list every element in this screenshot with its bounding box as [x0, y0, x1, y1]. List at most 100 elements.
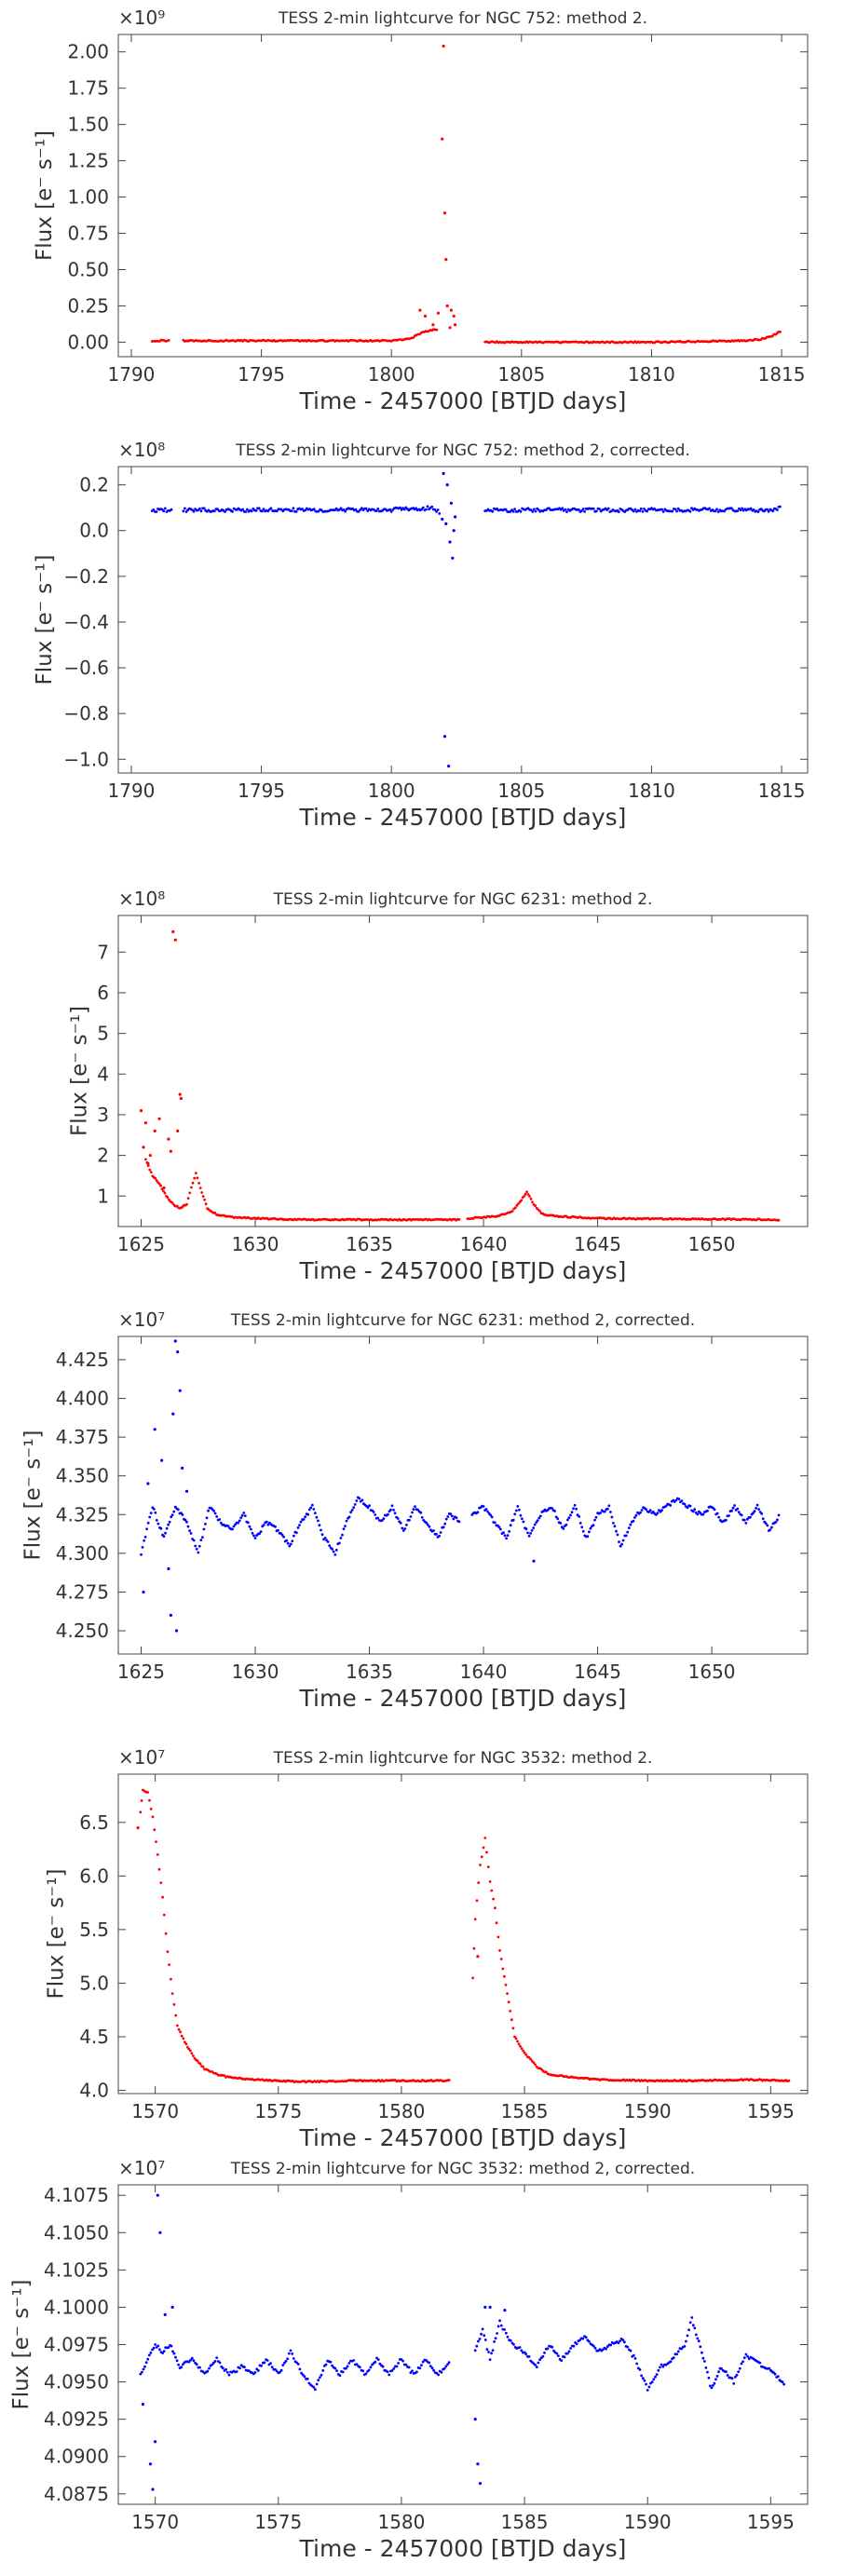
- y-tick-label: 4.325: [56, 1503, 109, 1525]
- data-point: [534, 509, 537, 513]
- outlier-point: [442, 44, 445, 48]
- data-point: [196, 1176, 199, 1180]
- data-point: [498, 2319, 501, 2323]
- data-point: [257, 507, 261, 510]
- data-point: [674, 1498, 678, 1502]
- data-point: [640, 2374, 643, 2378]
- data-point: [734, 2375, 737, 2379]
- data-point: [266, 509, 270, 513]
- data-point: [163, 1191, 167, 1195]
- data-point: [170, 1992, 174, 1996]
- data-point: [197, 1544, 201, 1548]
- x-tick-label: 1630: [232, 1661, 279, 1683]
- data-point: [620, 1542, 623, 1546]
- data-point: [511, 509, 515, 513]
- data-point: [201, 2065, 205, 2068]
- data-point: [290, 509, 293, 512]
- data-point: [352, 1506, 356, 1509]
- outlier-point: [423, 314, 428, 318]
- data-point: [755, 1507, 757, 1510]
- data-point: [201, 1195, 205, 1198]
- data-point: [154, 1176, 157, 1180]
- data-point: [713, 2381, 716, 2385]
- data-point: [506, 2335, 510, 2339]
- data-point: [742, 2356, 746, 2360]
- chart-title: TESS 2-min lightcurve for NGC 3532: meth…: [230, 2160, 695, 2178]
- y-tick-label: 4.1025: [44, 2258, 109, 2281]
- data-point: [338, 2374, 342, 2378]
- data-point: [221, 2366, 224, 2370]
- data-point: [166, 1196, 170, 1200]
- data-point: [452, 1517, 456, 1521]
- data-point: [633, 1516, 636, 1519]
- data-point: [198, 507, 201, 510]
- data-point: [565, 1523, 568, 1526]
- data-point: [580, 509, 583, 512]
- data-point: [289, 2349, 292, 2352]
- data-point: [190, 1186, 193, 1189]
- data-point: [756, 510, 760, 513]
- data-point: [155, 1840, 157, 1843]
- outlier-point: [148, 2462, 152, 2466]
- data-point: [632, 2353, 635, 2357]
- data-point: [344, 509, 347, 513]
- x-tick-label: 1590: [624, 2100, 672, 2122]
- data-point: [519, 2044, 522, 2048]
- data-point: [190, 2052, 194, 2055]
- series-6: [139, 2193, 785, 2491]
- data-point: [506, 1534, 510, 1537]
- outlier-point: [160, 1458, 164, 1462]
- data-point: [146, 2357, 150, 2361]
- data-point: [250, 509, 253, 513]
- data-point: [576, 1513, 579, 1517]
- data-point: [170, 1515, 173, 1519]
- x-tick-label: 1810: [628, 363, 675, 386]
- outlier-point: [445, 304, 449, 308]
- data-point: [446, 1515, 450, 1518]
- data-point: [708, 507, 711, 510]
- data-point: [605, 1507, 609, 1511]
- data-point: [324, 2363, 328, 2366]
- data-point: [635, 2362, 639, 2366]
- data-point: [347, 1515, 351, 1519]
- data-point: [586, 1535, 590, 1539]
- x-tick-label: 1810: [628, 780, 675, 802]
- data-point: [149, 1171, 153, 1173]
- data-point: [399, 506, 401, 509]
- data-point: [509, 1524, 512, 1527]
- data-point: [270, 2366, 274, 2369]
- outlier-point: [451, 556, 455, 560]
- data-point: [660, 1509, 663, 1512]
- data-point: [753, 1510, 756, 1513]
- data-point: [407, 2366, 411, 2369]
- data-point: [490, 1515, 494, 1519]
- data-point: [766, 508, 769, 511]
- data-point: [526, 1531, 529, 1535]
- data-point: [211, 2363, 214, 2366]
- y-tick-label: 4.300: [56, 1542, 109, 1565]
- data-point: [771, 509, 775, 513]
- x-tick-label: 1625: [117, 1661, 165, 1683]
- data-point: [716, 510, 720, 513]
- data-point: [246, 508, 249, 511]
- data-point: [732, 2382, 736, 2385]
- data-point: [592, 1524, 595, 1526]
- data-point: [676, 2350, 680, 2353]
- data-point: [534, 2063, 537, 2067]
- data-point: [421, 2360, 425, 2364]
- data-point: [155, 1519, 158, 1522]
- data-point: [757, 1508, 760, 1511]
- data-point: [212, 509, 216, 513]
- data-point: [207, 1509, 210, 1512]
- data-point: [404, 2363, 408, 2366]
- data-point: [184, 2042, 188, 2046]
- data-point: [182, 2037, 185, 2040]
- data-point: [162, 1535, 166, 1538]
- outlier-point: [148, 1154, 152, 1158]
- data-point: [148, 1798, 151, 1802]
- data-point: [567, 1516, 571, 1520]
- outlier-point: [452, 529, 456, 533]
- data-point: [430, 505, 434, 508]
- offset-label: ×10⁹: [118, 7, 165, 29]
- outlier-point: [488, 2305, 492, 2309]
